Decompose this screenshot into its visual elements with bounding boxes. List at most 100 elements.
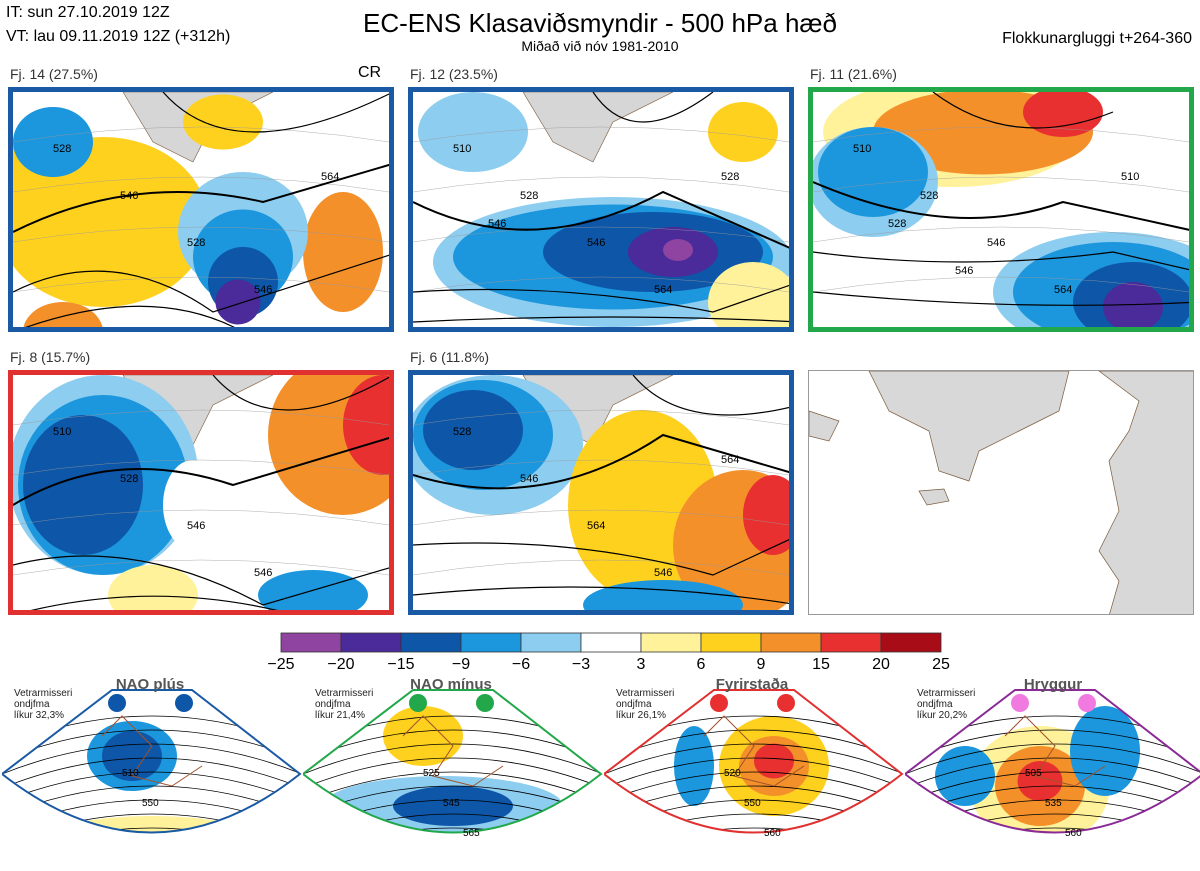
anomaly-area (708, 102, 778, 162)
anomaly-area (343, 375, 389, 475)
contour-label: 564 (1054, 284, 1072, 296)
regime-title: Fyrirstaða (715, 676, 789, 693)
regime-info: Vetrarmisseri ondjfma líkur 21,4% (315, 688, 373, 721)
coastline (1004, 715, 1106, 787)
regime-info: Vetrarmisseri ondjfma líkur 20,2% (917, 688, 975, 721)
cluster-badge-cr: CR (358, 64, 382, 81)
classification-window: Flokkunargluggi t+264-360 (1002, 30, 1192, 47)
contour-label: 528 (187, 237, 205, 249)
regime-contour (604, 757, 902, 789)
regime-contour-label: 550 (142, 798, 159, 809)
regime-contour (604, 771, 902, 803)
contour-label: 546 (955, 265, 973, 277)
contour-label: 564 (587, 520, 605, 532)
contour-label: 546 (488, 218, 506, 230)
regime-info-line: ondjfma (917, 699, 953, 710)
colorbar-tick-label: 25 (932, 656, 950, 673)
regime-map-svg: 510 550 (2, 689, 302, 834)
cluster-map-svg: 510 528 546 564 510 528 546 (813, 92, 1189, 327)
regime-title: NAO mínus (410, 676, 492, 693)
geopotential-contour (413, 284, 789, 313)
colorbar-segment (400, 632, 462, 653)
cluster-label-4: Fj. 8 (15.7%) (10, 349, 91, 365)
geopotential-contour (813, 181, 1189, 231)
colorbar-segment (280, 632, 342, 653)
contour-label: 528 (920, 190, 938, 202)
coastline (703, 715, 805, 787)
colorbar-segment (580, 632, 642, 653)
contour-label: 510 (853, 143, 871, 155)
colorbar-segment (880, 632, 942, 653)
empty-map-panel (808, 370, 1194, 615)
anomaly-area (383, 706, 463, 766)
cluster-label-5: Fj. 6 (11.8%) (410, 349, 490, 365)
regime-contour (2, 771, 300, 803)
geopotential-contour (13, 436, 389, 506)
regime-map-svg: 520 550 560 (604, 689, 904, 839)
regime-map-svg: 505 535 560 (905, 689, 1200, 839)
regime-marker (409, 694, 427, 712)
graticule-line (413, 409, 789, 426)
regime-info: Vetrarmisseri ondjfma líkur 32,3% (14, 688, 72, 721)
contour-label: 510 (453, 143, 471, 155)
graticule-line (413, 459, 789, 476)
anomaly-area (393, 786, 513, 826)
regime-info-line: ondjfma (14, 699, 50, 710)
contour-label: 546 (120, 190, 138, 202)
colorbar-tick-label: −20 (327, 656, 355, 673)
anomaly-area (108, 565, 198, 610)
colorbar-segment (340, 632, 402, 653)
anomaly-area (935, 746, 995, 806)
anomaly-area (163, 460, 223, 550)
colorbar-tick-label: −6 (511, 656, 531, 673)
graticule-line (413, 126, 789, 143)
regime-info-line: Vetrarmisseri (14, 688, 73, 699)
regime-contour (303, 771, 601, 803)
regime-contour (303, 827, 601, 833)
graticule-line (13, 176, 389, 193)
regime-contour-label: 560 (1065, 828, 1082, 839)
regime-contour-label: 550 (744, 798, 761, 809)
colorbar-tick-label: 9 (756, 656, 766, 673)
regime-marker (108, 694, 126, 712)
contour-label: 546 (520, 473, 538, 485)
cluster-map-svg: 528 546 564 546 564 (413, 375, 789, 610)
cluster-map-3: 510 528 546 564 510 528 546 (808, 87, 1194, 332)
page-title: EC-ENS Klasaviðsmyndir - 500 hPa hæð (363, 8, 837, 38)
regime-contour (303, 743, 601, 775)
colorbar-segment (760, 632, 822, 653)
cluster-label-1: Fj. 14 (27.5%) (10, 66, 98, 82)
colorbar-segment (460, 632, 522, 653)
cluster-map-svg: 528 546 528 546 564 (13, 92, 389, 327)
regime-contour (905, 827, 1200, 833)
valid-time: VT: lau 09.11.2019 12Z (+312h) (6, 28, 231, 45)
colorbar-tick-label: 20 (872, 656, 890, 673)
colorbar-tick-label: 6 (696, 656, 706, 673)
geopotential-contour (13, 555, 389, 606)
anomaly-area (423, 390, 523, 470)
regime-frame (2, 689, 302, 834)
cluster-label-2: Fj. 12 (23.5%) (410, 66, 498, 82)
graticule-line (813, 276, 1189, 293)
anomaly-area (674, 726, 714, 806)
geopotential-contour (413, 586, 789, 605)
geopotential-contour (932, 92, 1114, 129)
contour-label: 564 (721, 454, 739, 466)
regime-info-line: líkur 32,3% (14, 710, 65, 721)
anomaly-area (303, 192, 383, 312)
regime-contour (905, 757, 1200, 789)
colorbar-tick-label: −25 (267, 656, 295, 673)
graticule-line (13, 276, 389, 293)
anomaly-area (663, 239, 693, 261)
colorbar-tick-label: −15 (387, 656, 415, 673)
contour-label: 564 (321, 171, 339, 183)
regime-contour (604, 743, 902, 775)
anomaly-area (743, 475, 789, 555)
regime-marker (175, 694, 193, 712)
anomaly-area (418, 92, 528, 172)
cluster-map-4: 510 528 546 546 (8, 370, 394, 615)
colorbar-tick-label: −3 (571, 656, 591, 673)
contour-label: 546 (254, 284, 272, 296)
graticule-line (13, 459, 389, 476)
graticule-line (13, 226, 389, 243)
